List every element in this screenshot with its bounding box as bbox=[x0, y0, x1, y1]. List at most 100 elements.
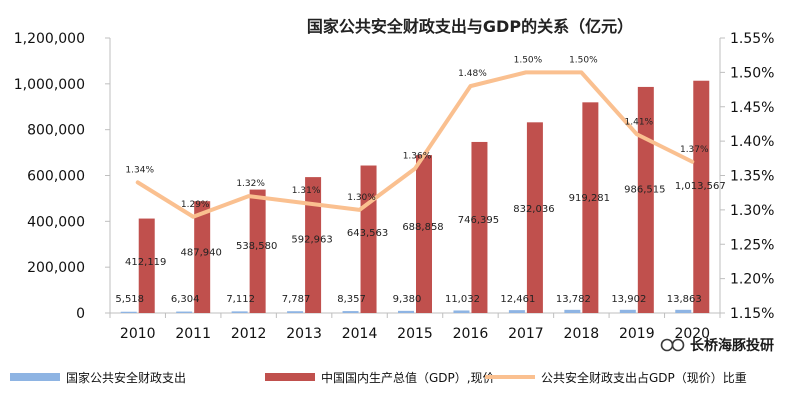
gdp-bar bbox=[637, 86, 654, 313]
right-tick-label: 1.40% bbox=[730, 134, 774, 150]
gdp-bar bbox=[693, 80, 710, 313]
security-value-label: 13,863 bbox=[667, 294, 702, 305]
gdp-value-label: 919,281 bbox=[569, 193, 610, 204]
right-tick-label: 1.55% bbox=[730, 31, 774, 47]
gdp-bar bbox=[249, 189, 266, 313]
gdp-bar bbox=[305, 177, 322, 313]
ratio-value-label: 1.32% bbox=[236, 179, 265, 189]
ratio-value-label: 1.31% bbox=[292, 186, 321, 196]
right-tick-label: 1.35% bbox=[730, 169, 774, 185]
wechat-channel-icon bbox=[660, 338, 685, 352]
gdp-bar bbox=[582, 102, 599, 313]
gdp-value-labels: 412,119 487,940 538,580 592,963 643,563 688,8… bbox=[125, 181, 726, 268]
gdp-value-label: 643,563 bbox=[347, 228, 388, 239]
ratio-value-label: 1.50% bbox=[569, 55, 598, 65]
legend-label-ratio: 公共安全财政支出占GDP（现价）比重 bbox=[541, 370, 747, 385]
left-axis-ticks: 0 200,000 400,000 600,000 800,000 1,000,000 1,… bbox=[14, 31, 110, 322]
x-axis-ticks: 2010 2011 2012 2013 2014 2015 2016 2017 2018 2019… bbox=[109, 313, 721, 342]
gdp-value-label: 746,395 bbox=[458, 215, 499, 226]
left-tick-label: 1,200,000 bbox=[14, 31, 85, 47]
security-bar bbox=[508, 310, 525, 313]
security-value-label: 13,902 bbox=[611, 294, 646, 305]
right-tick-label: 1.20% bbox=[730, 272, 774, 288]
x-tick-label: 2012 bbox=[231, 326, 267, 342]
legend-label-security: 国家公共安全财政支出 bbox=[66, 370, 186, 385]
x-tick-label: 2015 bbox=[397, 326, 433, 342]
x-tick-label: 2017 bbox=[508, 326, 544, 342]
security-value-label: 7,112 bbox=[226, 294, 255, 305]
right-axis-ticks: 1.15% 1.20% 1.25% 1.30% 1.35% 1.40% 1.45% 1.50%… bbox=[720, 31, 774, 322]
security-bar bbox=[398, 310, 414, 313]
gdp-bar bbox=[138, 218, 155, 313]
security-value-label: 6,304 bbox=[171, 294, 200, 305]
gdp-value-label: 538,580 bbox=[236, 241, 277, 252]
security-bar bbox=[231, 311, 248, 313]
security-value-label: 13,782 bbox=[556, 294, 591, 305]
security-bar bbox=[342, 311, 359, 313]
security-value-labels: 5,518 6,304 7,112 7,787 8,357 9,380 11,032 12,4… bbox=[115, 294, 701, 305]
watermark-text: 长桥海豚投研 bbox=[690, 337, 774, 354]
chart-title: 国家公共安全财政支出与GDP的关系（亿元） bbox=[307, 17, 633, 36]
right-tick-label: 1.25% bbox=[730, 237, 774, 253]
security-value-label: 11,032 bbox=[445, 294, 480, 305]
security-value-label: 9,380 bbox=[393, 294, 422, 305]
gdp-bar bbox=[360, 165, 377, 313]
ratio-value-label: 1.29% bbox=[181, 200, 210, 210]
left-tick-label: 400,000 bbox=[27, 214, 85, 230]
security-bar bbox=[120, 311, 137, 313]
security-bar bbox=[564, 309, 581, 313]
security-value-label: 12,461 bbox=[500, 294, 535, 305]
right-tick-label: 1.15% bbox=[730, 306, 774, 322]
ratio-value-label: 1.48% bbox=[458, 69, 487, 79]
gdp-value-label: 412,119 bbox=[125, 257, 166, 268]
x-tick-label: 2010 bbox=[120, 326, 156, 342]
ratio-value-label: 1.41% bbox=[625, 117, 654, 127]
security-value-label: 8,357 bbox=[337, 294, 366, 305]
x-tick-label: 2013 bbox=[286, 326, 322, 342]
gdp-value-label: 986,515 bbox=[624, 185, 665, 196]
left-tick-label: 200,000 bbox=[27, 260, 85, 276]
gdp-value-label: 832,036 bbox=[513, 204, 554, 215]
gdp-bar bbox=[526, 122, 543, 314]
gdp-bars bbox=[138, 80, 710, 314]
security-bar bbox=[176, 311, 193, 313]
security-bar bbox=[287, 311, 304, 313]
x-tick-label: 2014 bbox=[342, 326, 378, 342]
legend: 国家公共安全财政支出 中国国内生产总值（GDP）,现价 公共安全财政支出占GDP… bbox=[10, 370, 747, 385]
legend-swatch-gdp bbox=[265, 373, 315, 381]
security-bar bbox=[675, 309, 692, 313]
security-value-label: 5,518 bbox=[115, 294, 144, 305]
watermark: 长桥海豚投研 bbox=[660, 337, 774, 354]
x-tick-label: 2011 bbox=[175, 326, 211, 342]
right-tick-label: 1.50% bbox=[730, 65, 774, 81]
ratio-value-label: 1.30% bbox=[347, 193, 376, 203]
security-value-label: 7,787 bbox=[282, 294, 311, 305]
gdp-bar bbox=[471, 141, 488, 313]
security-bar bbox=[453, 310, 470, 313]
right-tick-label: 1.45% bbox=[730, 100, 774, 116]
ratio-line bbox=[135, 70, 695, 219]
gdp-bar bbox=[416, 155, 432, 313]
ratio-value-label: 1.36% bbox=[403, 152, 432, 162]
gdp-bar bbox=[194, 201, 211, 313]
ratio-value-label: 1.34% bbox=[125, 165, 154, 175]
left-tick-label: 800,000 bbox=[27, 123, 85, 139]
x-tick-label: 2020 bbox=[674, 326, 710, 342]
gdp-value-label: 592,963 bbox=[291, 234, 332, 245]
ratio-line-path bbox=[135, 70, 695, 219]
x-tick-label: 2019 bbox=[619, 326, 655, 342]
security-bar bbox=[619, 309, 636, 313]
right-tick-label: 1.30% bbox=[730, 203, 774, 219]
legend-swatch-security bbox=[10, 373, 60, 381]
gdp-value-label: 487,940 bbox=[181, 247, 222, 258]
gdp-value-label: 1,013,567 bbox=[675, 181, 726, 192]
security-spending-bars bbox=[120, 309, 692, 313]
left-tick-label: 1,000,000 bbox=[14, 77, 85, 93]
ratio-value-labels: 1.34% 1.29% 1.32% 1.31% 1.30% 1.36% 1.48% 1.50%… bbox=[125, 55, 709, 209]
left-tick-label: 600,000 bbox=[27, 169, 85, 185]
x-tick-label: 2016 bbox=[453, 326, 489, 342]
left-tick-label: 0 bbox=[76, 306, 85, 322]
gdp-value-label: 688,858 bbox=[402, 222, 443, 233]
legend-label-gdp: 中国国内生产总值（GDP）,现价 bbox=[321, 370, 495, 385]
